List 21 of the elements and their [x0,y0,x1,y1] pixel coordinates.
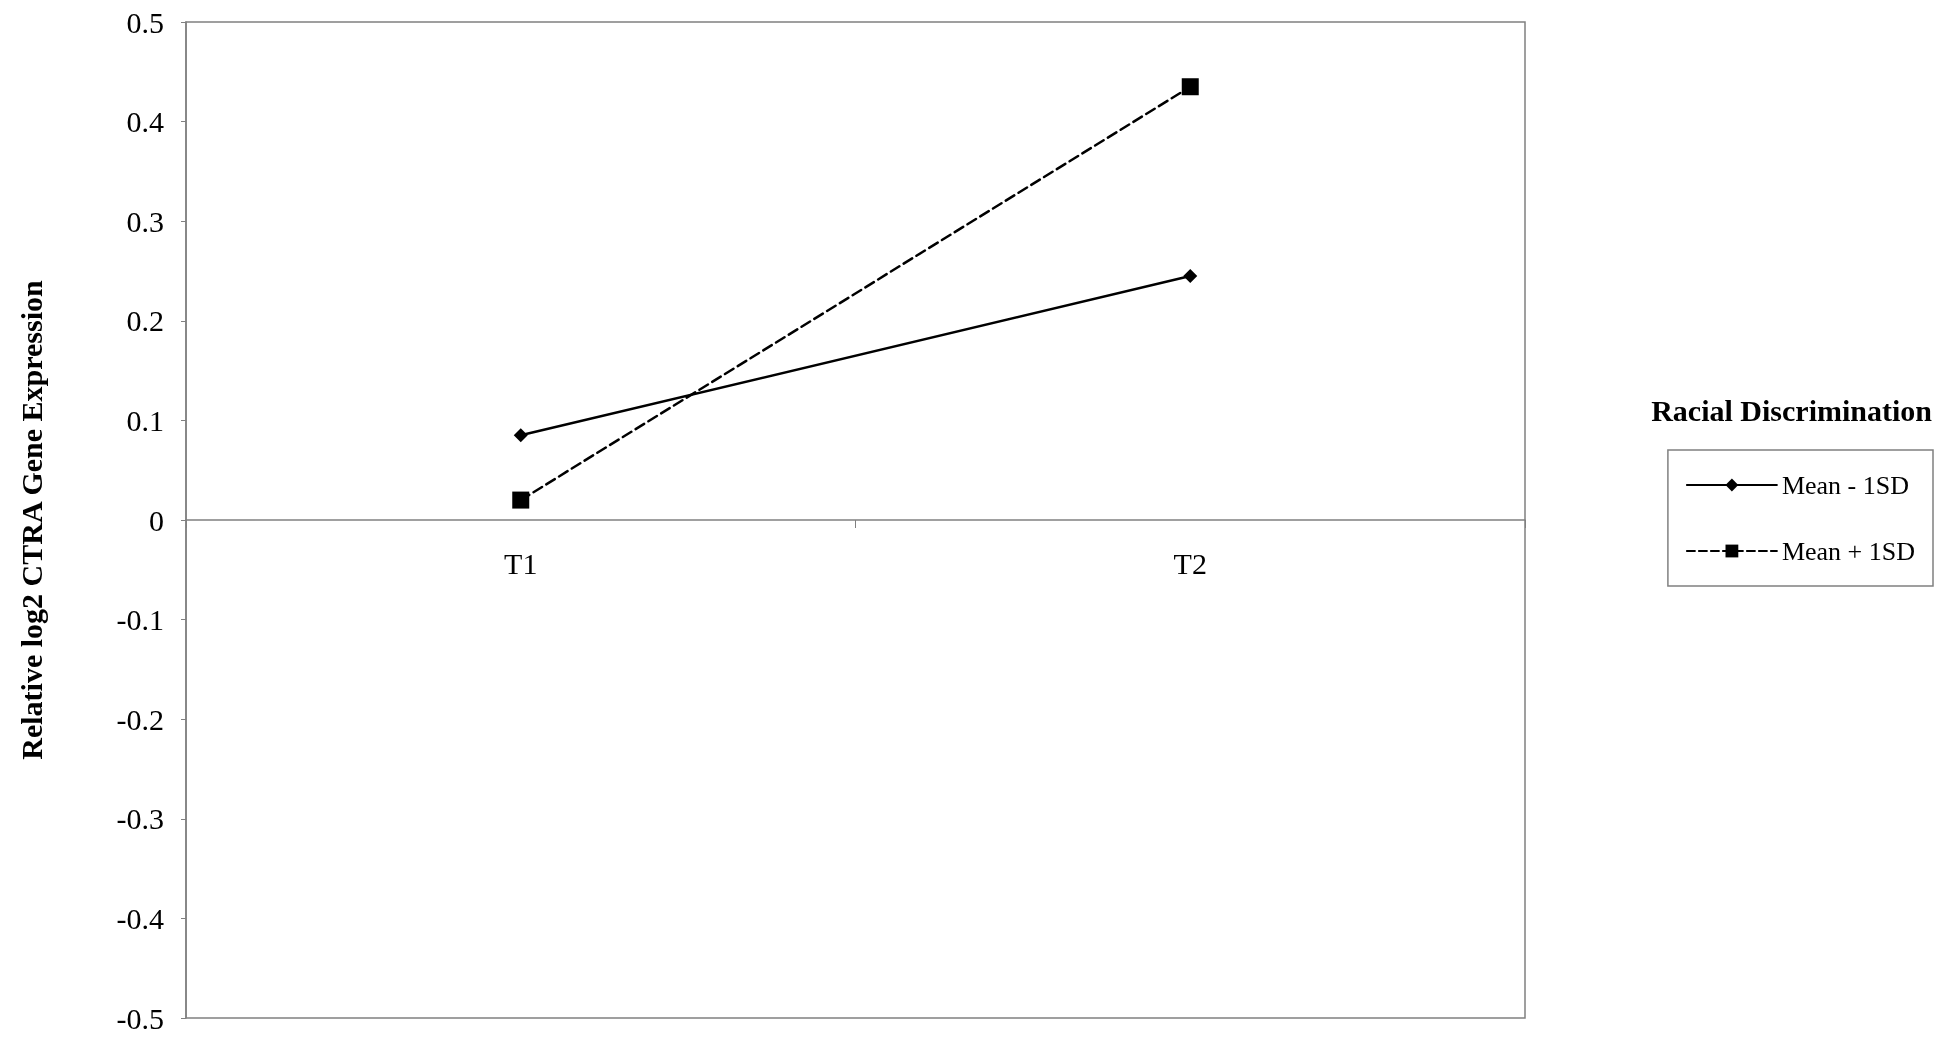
point [512,491,530,509]
y-tick-label: 0.4 [126,105,164,139]
legend-label: Mean - 1SD [1781,470,1909,500]
y-tick-label: 0.2 [126,304,164,338]
x-tick-label: T2 [1173,546,1207,580]
y-tick-label: -0.1 [116,603,164,637]
legend-label: Mean + 1SD [1781,536,1916,566]
x-tick-label: T1 [504,546,538,580]
y-tick-label: 0 [149,503,164,537]
y-tick-label: -0.5 [116,1001,164,1035]
y-tick-label: 0.3 [126,204,164,238]
y-tick-label: -0.3 [116,802,164,836]
point [1183,268,1198,283]
y-axis-title: Relative log2 CTRA Gene Expression [14,279,48,760]
y-tick-label: 0.1 [126,403,164,437]
legend-title: Racial Discrimination [1651,393,1933,427]
y-tick-label: -0.4 [116,901,164,935]
point [513,428,528,443]
point [1181,78,1199,96]
y-tick-label: -0.2 [116,702,164,736]
y-tick-label: 0.5 [126,5,164,39]
